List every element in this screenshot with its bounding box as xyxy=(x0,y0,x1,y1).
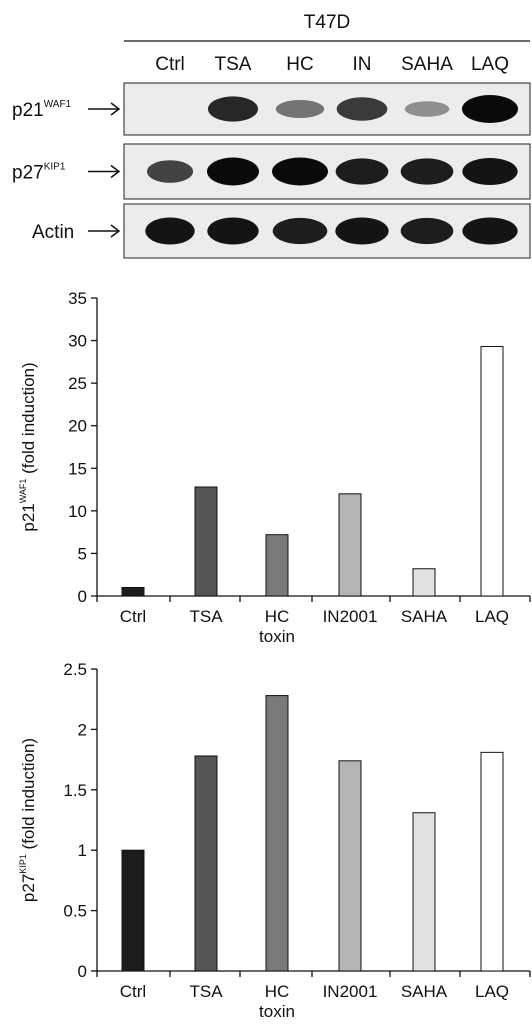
lane-label: SAHA xyxy=(401,54,453,75)
bar-laq xyxy=(480,751,504,972)
category-label: IN2001 xyxy=(323,982,378,1001)
category-label: toxin xyxy=(259,627,295,646)
bar-hc-toxin xyxy=(265,695,289,972)
category-label: SAHA xyxy=(401,982,448,1001)
lane-label: LAQ xyxy=(471,54,509,75)
cell-line-title: T47D xyxy=(304,12,350,33)
y-tick-label: 25 xyxy=(68,374,87,393)
blot-band xyxy=(207,157,259,186)
y-tick-label: 15 xyxy=(68,459,87,478)
category-label: IN2001 xyxy=(323,607,378,626)
category-label: LAQ xyxy=(475,982,509,1001)
blot-band xyxy=(275,99,325,119)
blot-band xyxy=(145,217,195,245)
bar-hc-toxin xyxy=(265,534,289,597)
lane-label: HC xyxy=(286,54,313,75)
blot-row-actin: Actin xyxy=(32,203,531,259)
y-tick-label: 0 xyxy=(78,587,87,606)
category-label: HC xyxy=(265,607,290,626)
blot-band xyxy=(462,95,518,123)
protein-label: p21WAF1 xyxy=(12,99,72,121)
y-tick-label: 2.5 xyxy=(63,660,87,679)
category-label: TSA xyxy=(189,982,223,1001)
lane-label: IN xyxy=(353,54,372,75)
protein-label: p27KIP1 xyxy=(12,162,66,184)
bar-in2001 xyxy=(338,493,362,597)
bar-tsa xyxy=(194,486,218,597)
category-label: Ctrl xyxy=(120,982,146,1001)
y-tick-label: 1.5 xyxy=(63,781,87,800)
arrow-head-icon xyxy=(110,102,121,116)
y-tick-label: 5 xyxy=(78,544,87,563)
y-tick-label: 0 xyxy=(78,962,87,981)
western-blot-panel: T47D Ctrl TSA HC IN SAHA LAQ p21WAF1 p27KIP1 Ac… xyxy=(12,12,531,259)
category-label: toxin xyxy=(259,1002,295,1021)
y-tick-label: 10 xyxy=(68,502,87,521)
blot-band xyxy=(462,217,518,245)
y-axis-title: p21WAF1 (fold induction) xyxy=(18,362,38,531)
y-tick-label: 35 xyxy=(68,289,87,308)
blot-band xyxy=(400,158,454,185)
category-label: SAHA xyxy=(401,607,448,626)
arrow-head-icon xyxy=(110,164,121,179)
protein-label: Actin xyxy=(32,222,74,243)
y-tick-label: 20 xyxy=(68,417,87,436)
bar-saha xyxy=(412,812,436,972)
blot-band xyxy=(272,157,328,186)
y-tick-label: 2 xyxy=(78,720,87,739)
category-label: HC xyxy=(265,982,290,1001)
blot-band xyxy=(462,157,518,186)
y-tick-label: 30 xyxy=(68,332,87,351)
blot-band xyxy=(146,160,194,183)
category-label: TSA xyxy=(189,607,223,626)
bar-saha xyxy=(412,568,436,597)
blot-rows: p21WAF1 p27KIP1 Actin xyxy=(12,82,531,259)
blot-band xyxy=(207,217,259,245)
bar-laq xyxy=(480,346,504,597)
lane-label: TSA xyxy=(215,54,252,75)
bar-ctrl xyxy=(121,586,145,597)
blot-band xyxy=(335,158,389,185)
category-label: Ctrl xyxy=(120,607,146,626)
blot-band xyxy=(400,217,454,245)
bar-tsa xyxy=(194,755,218,972)
blot-band xyxy=(207,96,259,122)
y-tick-label: 1 xyxy=(78,841,87,860)
blot-row-p21: p21WAF1 xyxy=(12,82,531,136)
blot-band xyxy=(272,217,328,245)
bar-in2001 xyxy=(338,760,362,972)
blot-band xyxy=(335,217,389,245)
y-axis-title: p27KIP1 (fold induction) xyxy=(18,738,38,902)
blot-band xyxy=(336,97,388,121)
blot-band xyxy=(404,101,450,117)
blot-row-p27: p27KIP1 xyxy=(12,143,531,200)
lane-labels: Ctrl TSA HC IN SAHA LAQ xyxy=(155,54,509,75)
bar-ctrl xyxy=(121,849,145,972)
arrow-head-icon xyxy=(110,224,121,238)
category-label: LAQ xyxy=(475,607,509,626)
lane-label: Ctrl xyxy=(155,54,185,75)
y-tick-label: 0.5 xyxy=(63,902,87,921)
